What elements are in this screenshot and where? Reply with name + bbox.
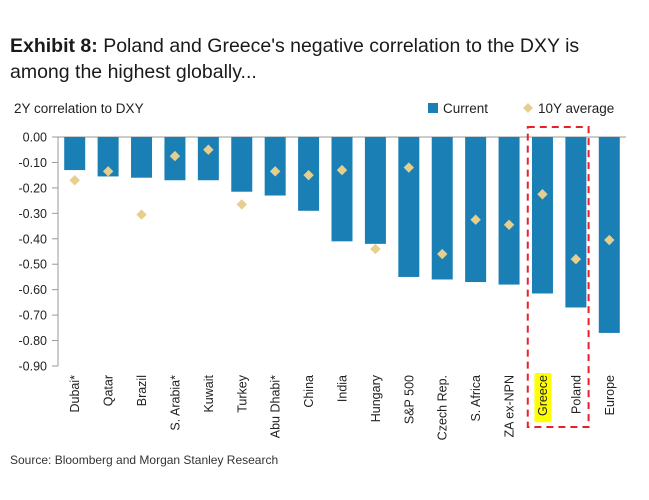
marker-10y-average — [303, 169, 314, 181]
bar-current — [197, 137, 219, 181]
marker-10y-average — [470, 214, 481, 225]
greece-label-highlight — [534, 373, 552, 423]
bar-current — [364, 137, 386, 244]
marker-10y-average — [203, 144, 214, 155]
marker-10y-average — [269, 166, 281, 177]
x-tick-label: Dubai* — [68, 375, 82, 413]
x-tick-label-group: Poland — [569, 375, 583, 414]
x-tick-label: Czech Rep. — [436, 375, 450, 440]
bar-current — [565, 137, 587, 308]
x-tick-label: ZA ex-NPN — [503, 375, 517, 438]
x-tick-label-group: Brazil — [135, 375, 149, 406]
x-tick-label-group: S. Africa — [469, 375, 483, 422]
x-tick-label-group: China — [302, 375, 316, 408]
y-axis: 0.00 -0.10 -0.20 -0.30 -0.40 -0.50 -0.60 -0.70 -… — [19, 131, 626, 374]
marker-10y-average — [537, 189, 548, 200]
x-tick-label: India — [336, 375, 350, 402]
marker-10y-average — [102, 166, 114, 177]
chart-title: Exhibit 8: Poland and Greece's negative … — [10, 33, 640, 85]
marker-10y-average — [69, 175, 80, 186]
x-tick-label-group: S. Arabia* — [168, 375, 182, 431]
bar-current — [531, 137, 553, 294]
legend-swatch-average — [523, 103, 533, 113]
marker-10y-average — [604, 234, 615, 246]
x-tick-label-group: Qatar — [102, 375, 116, 406]
marker-10y-average — [370, 243, 381, 255]
marker-10y-average — [336, 164, 348, 176]
average-markers — [69, 144, 615, 265]
y-axis-label: 2Y correlation to DXY — [14, 101, 144, 116]
x-axis-labels: Dubai* Qatar Brazil S. Arabia* Kuwait Turkey A… — [68, 373, 617, 440]
x-tick-label: Europe — [603, 375, 617, 415]
x-tick-label: S. Africa — [469, 375, 483, 422]
x-tick-label-group: Greece — [534, 373, 552, 423]
y-tick-label: -0.50 — [19, 258, 48, 272]
x-tick-label-group: Turkey — [235, 374, 249, 412]
bar-current — [498, 137, 520, 285]
marker-10y-average — [570, 253, 582, 265]
marker-10y-average — [403, 162, 415, 173]
highlight-box — [526, 126, 590, 428]
marker-10y-average — [437, 248, 448, 260]
x-tick-label: Hungary — [369, 374, 383, 422]
bar-current — [398, 137, 420, 277]
legend-swatch-current — [428, 103, 438, 113]
x-tick-label: Qatar — [102, 375, 116, 406]
bar-current — [465, 137, 487, 283]
y-tick-label: -0.80 — [19, 334, 48, 348]
bar-current — [331, 137, 353, 242]
y-tick-label: -0.30 — [19, 207, 48, 221]
x-tick-label: Brazil — [135, 375, 149, 406]
legend-label-current: Current — [443, 101, 488, 116]
x-tick-label-group: India — [336, 375, 350, 402]
x-tick-label: Kuwait — [202, 374, 216, 412]
marker-10y-average — [503, 219, 515, 230]
x-tick-label: Turkey — [235, 374, 249, 412]
x-tick-label-group: Kuwait — [202, 374, 216, 412]
y-tick-label: -0.70 — [19, 309, 48, 323]
bar-current — [131, 137, 153, 178]
bar-chart: 2Y correlation to DXY Current 10Y average… — [14, 101, 626, 440]
x-tick-label: S&P 500 — [402, 375, 416, 424]
x-tick-label: S. Arabia* — [168, 375, 182, 431]
y-tick-label: -0.10 — [19, 156, 48, 170]
x-tick-label: Abu Dhabi* — [269, 375, 283, 438]
x-tick-label-group: Europe — [603, 375, 617, 415]
x-tick-label-group: ZA ex-NPN — [503, 375, 517, 438]
exhibit-title-text: Poland and Greece's negative correlation… — [10, 35, 580, 83]
x-tick-label: China — [302, 375, 316, 408]
bar-current — [64, 137, 86, 171]
y-tick-label: -0.20 — [19, 181, 48, 195]
greece-poland-highlight-box — [526, 126, 590, 428]
y-tick-label: -0.90 — [19, 360, 48, 374]
x-tick-label-group: Hungary — [369, 374, 383, 422]
marker-10y-average — [136, 209, 147, 220]
legend: Current 10Y average — [428, 101, 614, 116]
y-tick-label: -0.60 — [19, 283, 48, 297]
y-tick-label: 0.00 — [23, 131, 47, 145]
bar-current — [231, 137, 253, 192]
x-tick-label: Poland — [569, 375, 583, 414]
marker-10y-average — [236, 199, 247, 210]
x-tick-label-group: Dubai* — [68, 375, 82, 413]
marker-10y-average — [169, 150, 181, 162]
legend-label-average: 10Y average — [538, 101, 614, 116]
x-tick-label: Greece — [536, 375, 550, 416]
x-tick-label-group: Abu Dhabi* — [269, 375, 283, 438]
exhibit-label: Exhibit 8: — [10, 35, 98, 57]
y-tick-label: -0.40 — [19, 232, 48, 246]
bar-current — [97, 137, 119, 177]
bar-current — [431, 137, 453, 280]
x-tick-label-group: Czech Rep. — [436, 375, 450, 440]
source-note: Source: Bloomberg and Morgan Stanley Res… — [10, 453, 279, 467]
x-tick-label-group: S&P 500 — [402, 375, 416, 424]
